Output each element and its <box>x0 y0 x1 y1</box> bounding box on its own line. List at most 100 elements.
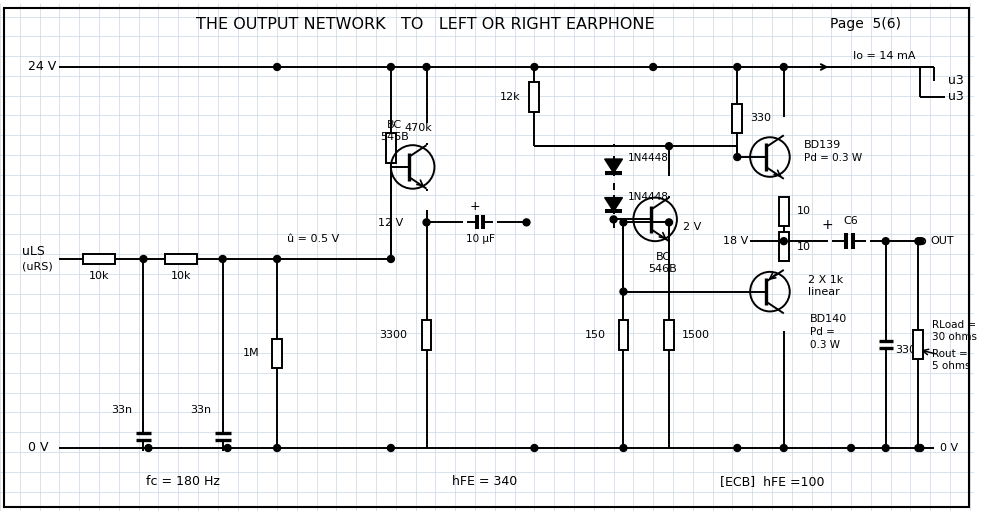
Circle shape <box>883 445 890 451</box>
Text: 546B: 546B <box>648 264 677 274</box>
Circle shape <box>915 237 922 245</box>
Bar <box>273 339 282 369</box>
Text: 2 X 1k: 2 X 1k <box>808 275 842 285</box>
Circle shape <box>620 445 627 451</box>
Text: hFE = 340: hFE = 340 <box>453 475 518 488</box>
Text: 1N4448: 1N4448 <box>628 192 668 201</box>
Circle shape <box>145 445 152 451</box>
Text: BD139: BD139 <box>804 140 841 150</box>
Bar <box>529 82 539 112</box>
Circle shape <box>620 288 627 295</box>
Text: 10 µF: 10 µF <box>465 234 494 244</box>
Text: +: + <box>469 200 480 213</box>
Text: 5 ohms: 5 ohms <box>932 361 971 371</box>
Text: 10: 10 <box>797 242 811 252</box>
Text: linear: linear <box>808 287 839 297</box>
Text: 0 V: 0 V <box>28 442 48 454</box>
Bar <box>165 254 197 264</box>
Circle shape <box>219 255 226 263</box>
Text: THE OUTPUT NETWORK   TO   LEFT OR RIGHT EARPHONE: THE OUTPUT NETWORK TO LEFT OR RIGHT EARP… <box>196 17 655 32</box>
Circle shape <box>649 64 656 70</box>
Circle shape <box>847 445 854 451</box>
Text: 24 V: 24 V <box>28 61 56 74</box>
Text: 3300: 3300 <box>379 330 406 340</box>
Text: u3: u3 <box>948 90 963 103</box>
Text: OUT: OUT <box>930 236 953 246</box>
Text: 0 V: 0 V <box>940 443 958 453</box>
Circle shape <box>915 445 922 451</box>
Circle shape <box>274 255 280 263</box>
Text: (uRS): (uRS) <box>22 262 52 272</box>
Text: u3: u3 <box>948 75 963 87</box>
Text: +: + <box>822 218 833 232</box>
Bar <box>421 320 431 350</box>
Text: 1M: 1M <box>243 348 260 358</box>
Text: RLoad =: RLoad = <box>932 320 976 330</box>
Text: Pd = 0.3 W: Pd = 0.3 W <box>804 153 862 163</box>
Bar <box>732 104 742 133</box>
Bar <box>913 330 923 359</box>
Bar <box>619 320 629 350</box>
Bar <box>779 232 789 262</box>
Text: C6: C6 <box>843 216 858 226</box>
Circle shape <box>423 219 430 226</box>
Text: uLS: uLS <box>22 245 44 258</box>
Circle shape <box>388 445 395 451</box>
Text: 10: 10 <box>797 207 811 216</box>
Text: 546B: 546B <box>381 132 409 142</box>
Circle shape <box>531 64 538 70</box>
Text: 12 V: 12 V <box>378 218 402 228</box>
Polygon shape <box>604 159 623 173</box>
Text: 12k: 12k <box>500 91 521 102</box>
Text: BD140: BD140 <box>810 315 847 324</box>
Circle shape <box>531 445 538 451</box>
Circle shape <box>665 219 672 226</box>
Text: Page  5(6): Page 5(6) <box>830 17 901 31</box>
Circle shape <box>917 445 924 451</box>
Text: [ECB]  hFE =100: [ECB] hFE =100 <box>719 475 825 488</box>
Circle shape <box>883 237 890 245</box>
Circle shape <box>140 255 147 263</box>
Text: 330: 330 <box>750 114 771 123</box>
Polygon shape <box>604 197 623 211</box>
Text: 150: 150 <box>584 330 606 340</box>
Text: Io = 14 mA: Io = 14 mA <box>853 51 915 61</box>
Text: BC: BC <box>388 120 402 131</box>
Text: û = 0.5 V: û = 0.5 V <box>287 234 339 244</box>
Circle shape <box>274 445 280 451</box>
Text: BC: BC <box>655 252 671 262</box>
Text: 33n: 33n <box>111 406 132 415</box>
Circle shape <box>388 255 395 263</box>
Circle shape <box>734 64 741 70</box>
Text: fc = 180 Hz: fc = 180 Hz <box>147 475 220 488</box>
Circle shape <box>610 216 617 223</box>
Text: 10k: 10k <box>171 271 191 281</box>
Bar <box>83 254 115 264</box>
Circle shape <box>917 237 924 245</box>
Text: 33n: 33n <box>190 406 212 415</box>
Circle shape <box>423 64 430 70</box>
Text: Pd =: Pd = <box>810 327 834 337</box>
Circle shape <box>780 237 787 245</box>
Circle shape <box>274 64 280 70</box>
Text: 0.3 W: 0.3 W <box>810 340 839 350</box>
Circle shape <box>780 64 787 70</box>
Circle shape <box>620 219 627 226</box>
Bar <box>386 133 396 163</box>
Text: 470k: 470k <box>404 123 433 133</box>
Circle shape <box>224 445 231 451</box>
Circle shape <box>388 64 395 70</box>
Text: Rout =: Rout = <box>932 350 968 359</box>
Circle shape <box>734 445 741 451</box>
Circle shape <box>523 219 530 226</box>
Text: 18 V: 18 V <box>723 236 748 246</box>
Circle shape <box>734 154 741 160</box>
Text: 2 V: 2 V <box>683 223 701 232</box>
Bar <box>664 320 674 350</box>
Text: 30 ohms: 30 ohms <box>932 332 977 342</box>
Circle shape <box>780 445 787 451</box>
Circle shape <box>665 143 672 150</box>
Text: 1N4448: 1N4448 <box>628 153 668 163</box>
Text: 1500: 1500 <box>682 330 709 340</box>
Text: 330µ: 330µ <box>895 344 924 355</box>
